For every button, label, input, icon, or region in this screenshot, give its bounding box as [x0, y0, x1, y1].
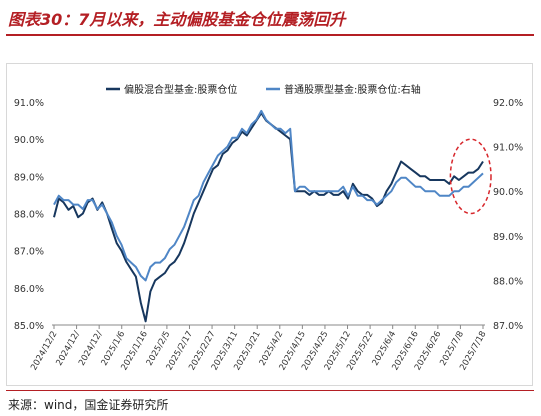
legend: 偏股混合型基金:股票仓位 普通股票型基金:股票仓位:右轴: [106, 83, 421, 96]
x-tick-label: 2024/12/2: [29, 330, 59, 373]
right-axis-ticks: 87.0% 88.0% 89.0% 90.0% 91.0% 92.0%: [493, 98, 523, 332]
x-axis-ticks: 2024/12/22024/12/2024/12/2025/1/62025/1/…: [29, 325, 489, 373]
right-tick-label: 89.0%: [493, 232, 523, 243]
source-rule: [6, 390, 534, 391]
right-tick-label: 90.0%: [493, 187, 523, 198]
series-line-1: [53, 112, 484, 323]
left-tick-label: 87.0%: [14, 247, 44, 258]
left-tick-label: 86.0%: [14, 284, 44, 295]
annotation-layer: [449, 138, 492, 215]
series-layer: [53, 109, 484, 323]
right-tick-label: 87.0%: [493, 321, 523, 332]
right-tick-label: 92.0%: [493, 98, 523, 109]
left-tick-label: 90.0%: [14, 135, 44, 146]
left-tick-label: 91.0%: [14, 98, 44, 109]
series-line-2: [53, 109, 484, 282]
left-tick-label: 88.0%: [14, 210, 44, 221]
left-axis-ticks: 85.0% 86.0% 87.0% 88.0% 89.0% 90.0% 91.0%: [14, 98, 44, 332]
legend-label-series-2: 普通股票型基金:股票仓位:右轴: [284, 83, 421, 96]
left-tick-label: 85.0%: [14, 321, 44, 332]
right-tick-label: 88.0%: [493, 276, 523, 287]
left-tick-label: 89.0%: [14, 172, 44, 183]
title-rule: [6, 34, 534, 36]
figure-title: 图表30：7月以来，主动偏股基金仓位震荡回升: [8, 10, 346, 29]
legend-item-series-2: 普通股票型基金:股票仓位:右轴: [266, 83, 421, 96]
right-tick-label: 91.0%: [493, 143, 523, 154]
legend-label-series-1: 偏股混合型基金:股票仓位: [124, 83, 237, 96]
plot-frame: [6, 63, 533, 386]
source-note: 来源：wind，国金证券研究所: [8, 398, 169, 412]
legend-item-series-1: 偏股混合型基金:股票仓位: [106, 83, 237, 96]
highlight-ellipse: [449, 138, 492, 215]
